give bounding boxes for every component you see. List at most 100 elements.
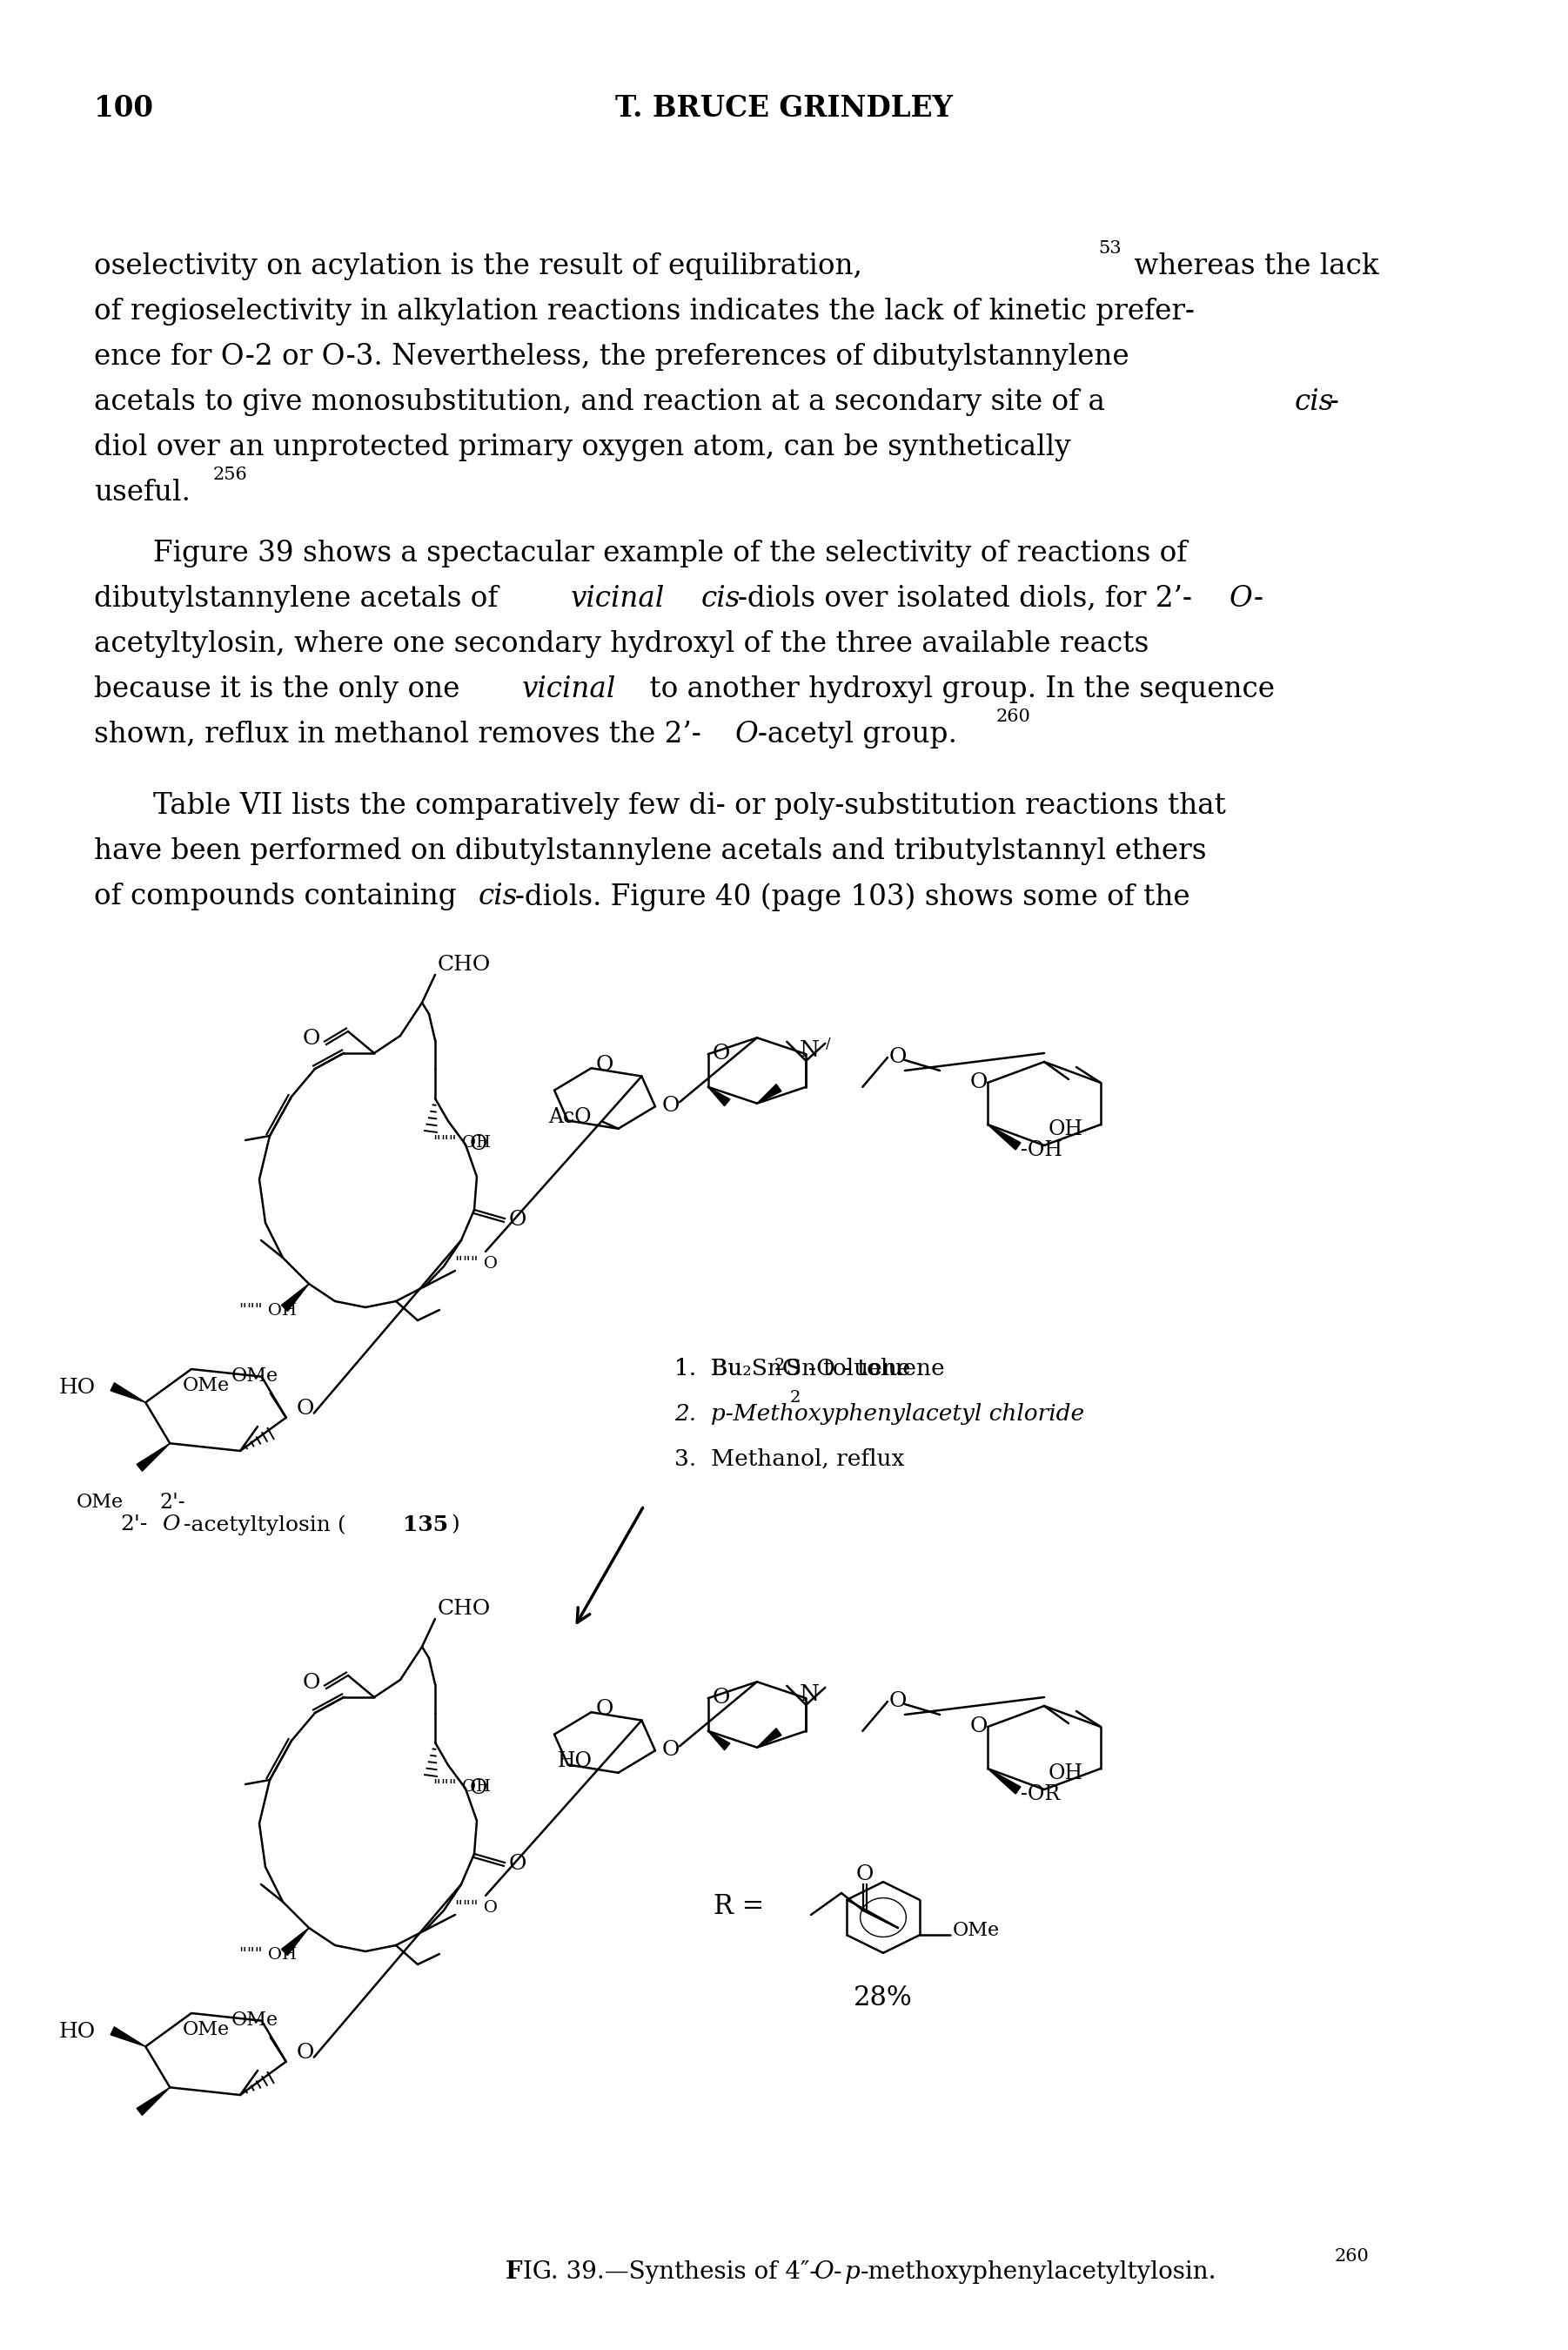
- Text: SnO - toluene: SnO - toluene: [786, 1358, 944, 1379]
- Text: O: O: [856, 1864, 873, 1885]
- Polygon shape: [988, 1770, 1021, 1793]
- Text: 2.  p-Methoxyphenylacetyl chloride: 2. p-Methoxyphenylacetyl chloride: [674, 1403, 1085, 1424]
- Text: -: -: [1330, 388, 1339, 416]
- Text: OMe: OMe: [183, 2021, 230, 2040]
- Text: cis: cis: [1295, 388, 1334, 416]
- Text: HO: HO: [58, 1377, 96, 1398]
- Text: shown, reflux in methanol removes the 2’-: shown, reflux in methanol removes the 2’…: [94, 721, 701, 750]
- Polygon shape: [282, 1283, 309, 1311]
- Text: O: O: [662, 1095, 681, 1116]
- Text: acetyltylosin, where one secondary hydroxyl of the three available reacts: acetyltylosin, where one secondary hydro…: [94, 630, 1149, 658]
- Text: N: N: [800, 1683, 818, 1706]
- Text: -: -: [1254, 585, 1264, 613]
- Text: O: O: [662, 1739, 681, 1760]
- Text: OMe: OMe: [952, 1922, 999, 1941]
- Text: Table VII lists the comparatively few di- or poly-substitution reactions that: Table VII lists the comparatively few di…: [154, 792, 1226, 820]
- Text: OMe: OMe: [230, 2009, 278, 2030]
- Text: 2: 2: [790, 1389, 801, 1405]
- Text: 3.  Methanol, reflux: 3. Methanol, reflux: [674, 1448, 905, 1471]
- Text: O: O: [889, 1692, 906, 1711]
- Text: O: O: [470, 1779, 488, 1798]
- Text: 53: 53: [1098, 240, 1121, 256]
- Polygon shape: [757, 1083, 781, 1104]
- Text: O: O: [971, 1072, 988, 1093]
- Text: /: /: [826, 1036, 831, 1050]
- Text: cis: cis: [478, 884, 517, 909]
- Text: -OR: -OR: [1021, 1784, 1060, 1805]
- Text: """ OH: """ OH: [240, 1948, 296, 1962]
- Text: useful.: useful.: [94, 479, 190, 508]
- Text: because it is the only one: because it is the only one: [94, 674, 469, 703]
- Text: N: N: [800, 1039, 818, 1060]
- Text: 260: 260: [1334, 2249, 1369, 2265]
- Text: AcO: AcO: [549, 1107, 591, 1128]
- Text: acetals to give monosubstitution, and reaction at a secondary site of a: acetals to give monosubstitution, and re…: [94, 388, 1113, 416]
- Text: O: O: [510, 1854, 527, 1873]
- Text: """ OH: """ OH: [240, 1302, 296, 1318]
- Text: vicinal: vicinal: [522, 674, 616, 703]
- Polygon shape: [988, 1126, 1021, 1149]
- Text: """ OH: """ OH: [433, 1135, 491, 1152]
- Text: T. BRUCE GRINDLEY: T. BRUCE GRINDLEY: [615, 94, 953, 122]
- Text: 100: 100: [94, 94, 154, 122]
- Text: diol over an unprotected primary oxygen atom, can be synthetically: diol over an unprotected primary oxygen …: [94, 432, 1071, 461]
- Text: OH: OH: [1049, 1762, 1083, 1784]
- Text: 2'-: 2'-: [121, 1513, 147, 1535]
- Text: -OH: -OH: [1021, 1140, 1063, 1161]
- Polygon shape: [136, 2087, 169, 2115]
- Text: IG. 39.—Synthesis of 4″-: IG. 39.—Synthesis of 4″-: [524, 2261, 818, 2284]
- Text: OMe: OMe: [183, 1377, 230, 1396]
- Text: oselectivity on acylation is the result of equilibration,: oselectivity on acylation is the result …: [94, 251, 862, 280]
- Text: O: O: [303, 1029, 320, 1048]
- Text: O: O: [712, 1043, 731, 1065]
- Text: O: O: [303, 1673, 320, 1692]
- Text: 2'-: 2'-: [160, 1492, 185, 1513]
- Text: O: O: [596, 1699, 613, 1720]
- Text: to another hydroxyl group. In the sequence: to another hydroxyl group. In the sequen…: [640, 674, 1275, 703]
- Text: -diols over isolated diols, for 2’-: -diols over isolated diols, for 2’-: [739, 585, 1192, 613]
- Text: p: p: [845, 2261, 861, 2284]
- Text: O: O: [971, 1716, 988, 1737]
- Text: F: F: [505, 2261, 522, 2284]
- Text: O: O: [510, 1210, 527, 1229]
- Text: O: O: [596, 1055, 613, 1074]
- Text: R =: R =: [713, 1894, 764, 1920]
- Text: -acetyltylosin (: -acetyltylosin (: [183, 1513, 347, 1535]
- Text: have been performed on dibutylstannylene acetals and tributylstannyl ethers: have been performed on dibutylstannylene…: [94, 837, 1206, 865]
- Polygon shape: [111, 1382, 146, 1403]
- Text: of regioselectivity in alkylation reactions indicates the lack of kinetic prefer: of regioselectivity in alkylation reacti…: [94, 298, 1195, 327]
- Text: 2: 2: [775, 1358, 786, 1372]
- Text: O: O: [296, 2042, 314, 2063]
- Text: O: O: [296, 1398, 314, 1419]
- Text: CHO: CHO: [437, 954, 491, 975]
- Text: """ O: """ O: [455, 1255, 497, 1271]
- Text: 135: 135: [403, 1513, 448, 1535]
- Text: O: O: [1229, 585, 1253, 613]
- Polygon shape: [757, 1727, 781, 1748]
- Polygon shape: [709, 1088, 731, 1107]
- Text: O: O: [470, 1135, 488, 1154]
- Text: ence for O-2 or O-3. Nevertheless, the preferences of dibutylstannylene: ence for O-2 or O-3. Nevertheless, the p…: [94, 343, 1129, 371]
- Text: -diols. Figure 40 (page 103) shows some of the: -diols. Figure 40 (page 103) shows some …: [516, 884, 1190, 912]
- Text: O: O: [162, 1513, 180, 1535]
- Text: O: O: [889, 1048, 906, 1067]
- Text: 1.  Bu₂SnO - toluene: 1. Bu₂SnO - toluene: [674, 1358, 911, 1379]
- Text: OH: OH: [1049, 1119, 1083, 1140]
- Text: HO: HO: [58, 2021, 96, 2042]
- Text: O: O: [814, 2261, 834, 2284]
- Text: CHO: CHO: [437, 1598, 491, 1619]
- Text: 28%: 28%: [853, 1983, 913, 2012]
- Text: 256: 256: [213, 468, 248, 484]
- Text: Figure 39 shows a spectacular example of the selectivity of reactions of: Figure 39 shows a spectacular example of…: [154, 540, 1187, 566]
- Text: of compounds containing: of compounds containing: [94, 884, 466, 909]
- Polygon shape: [136, 1443, 169, 1471]
- Text: O: O: [712, 1687, 731, 1708]
- Polygon shape: [282, 1927, 309, 1955]
- Text: """ OH: """ OH: [433, 1779, 491, 1795]
- Text: -: -: [834, 2261, 842, 2284]
- Text: dibutylstannylene acetals of: dibutylstannylene acetals of: [94, 585, 506, 613]
- Polygon shape: [111, 2028, 146, 2047]
- Text: vicinal: vicinal: [571, 585, 665, 613]
- Text: OMe: OMe: [230, 1365, 278, 1386]
- Text: 260: 260: [996, 707, 1032, 726]
